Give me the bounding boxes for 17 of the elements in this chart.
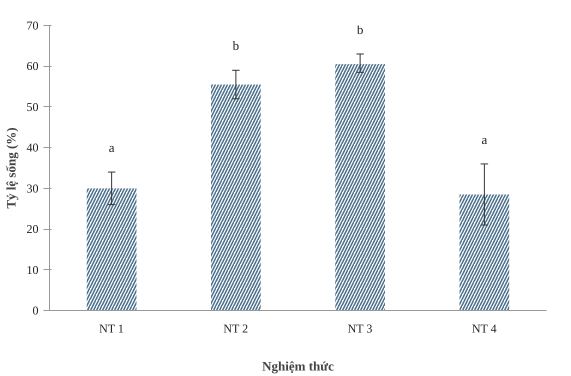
y-axis-title: Tỷ lệ sống (%)	[4, 127, 18, 209]
x-tick-label: NT 4	[472, 322, 497, 336]
y-tick-label: 30	[26, 181, 38, 196]
y-tick-label: 70	[26, 18, 38, 32]
y-tick-label: 0	[32, 304, 38, 318]
annotation: a	[108, 140, 115, 155]
annotation: b	[232, 38, 240, 54]
x-axis-title: Nghiệm thức	[262, 358, 334, 374]
x-tick-label: NT 3	[348, 322, 372, 336]
y-tick-label: 60	[26, 59, 38, 74]
x-tick-label: NT 2	[223, 322, 248, 336]
y-tick-label: 10	[26, 262, 38, 277]
y-tick-label: 50	[26, 100, 38, 114]
y-tick-label: 20	[26, 222, 38, 236]
x-tick-label: NT 1	[99, 322, 124, 336]
y-tick-label: 40	[26, 140, 38, 155]
annotation: a	[481, 132, 488, 147]
